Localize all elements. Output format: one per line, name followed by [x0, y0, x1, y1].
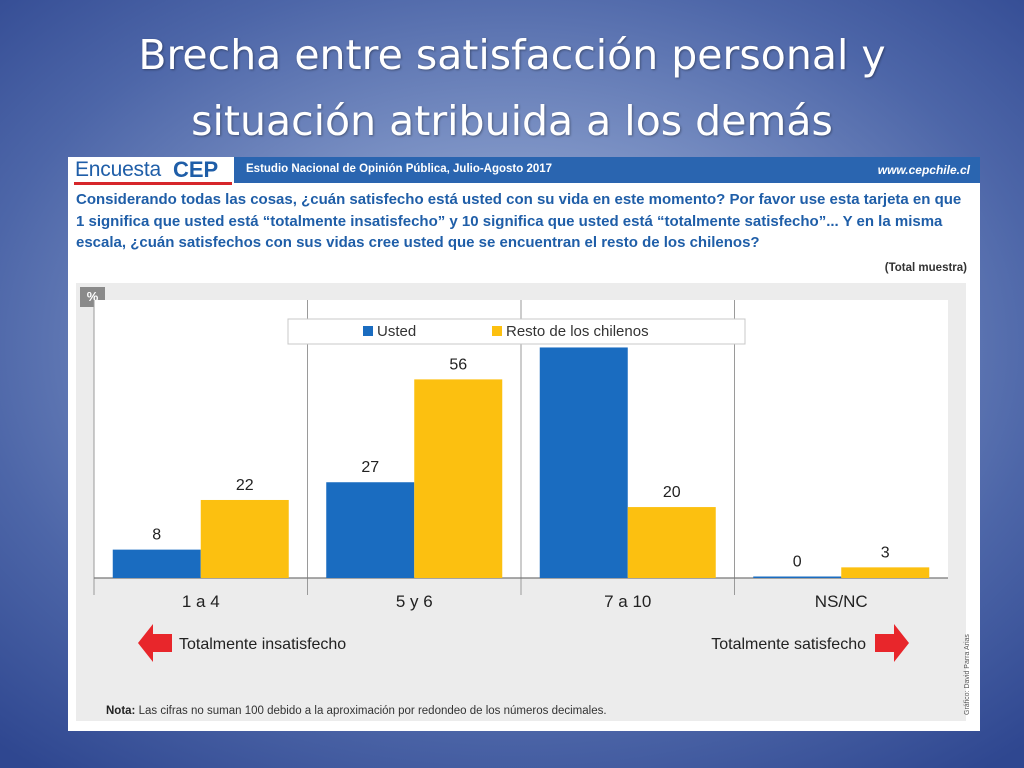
survey-question: Considerando todas las cosas, ¿cuán sati…: [76, 191, 962, 251]
scale-right-label: Totalmente satisfecho: [711, 636, 866, 653]
chart-credit: Gráfico: David Parra Arias: [964, 634, 971, 715]
data-label-usted-1: 27: [361, 459, 379, 476]
data-label-usted-0: 8: [152, 527, 161, 544]
legend-label-0: Usted: [377, 323, 416, 340]
encuesta-cep-logo: Encuesta CEP: [68, 157, 234, 185]
slide-title: Brecha entre satisfacción personal y sit…: [0, 22, 1024, 154]
bar-resto-2: [627, 507, 716, 578]
logo-underline: [74, 182, 232, 185]
bar-resto-1: [414, 379, 503, 578]
bar-resto-3: [841, 567, 930, 578]
data-label-resto-2: 20: [663, 484, 681, 501]
category-label-1: 5 y 6: [396, 592, 433, 611]
scale-left-label: Totalmente insatisfecho: [179, 636, 346, 653]
slide-title-line-2: situación atribuida a los demás: [191, 97, 833, 145]
chart-legend: Usted Resto de los chilenos: [287, 318, 746, 345]
bar-usted-1: [326, 482, 415, 578]
legend-swatch-1: [492, 326, 502, 336]
data-label-resto-3: 3: [881, 544, 890, 561]
footnote-prefix: Nota:: [106, 705, 136, 717]
data-label-resto-0: 22: [236, 477, 254, 494]
legend-swatch-0: [363, 326, 373, 336]
data-label-usted-3: 0: [793, 554, 802, 571]
footnote-text: Las cifras no suman 100 debido a la apro…: [138, 705, 607, 717]
category-label-3: NS/NC: [815, 592, 868, 611]
category-label-0: 1 a 4: [182, 592, 220, 611]
bar-usted-2: [539, 347, 628, 578]
slide-title-line-1: Brecha entre satisfacción personal y: [138, 31, 886, 79]
bar-usted-0: [112, 549, 201, 578]
chart-panel: Encuesta CEP Estudio Nacional de Opinión…: [68, 157, 980, 731]
category-label-2: 7 a 10: [604, 592, 651, 611]
study-label: Estudio Nacional de Opinión Pública, Jul…: [246, 163, 553, 175]
data-label-resto-1: 56: [449, 356, 467, 373]
arrow-left-icon: [138, 624, 172, 662]
sample-label: (Total muestra): [884, 262, 967, 274]
bar-usted-3: [753, 576, 842, 578]
legend-label-1: Resto de los chilenos: [506, 323, 649, 340]
logo-cep-text: CEP: [173, 157, 219, 182]
website-link[interactable]: www.cepchile.cl: [877, 163, 970, 177]
bar-resto-0: [200, 499, 289, 578]
footnote: Nota: Las cifras no suman 100 debido a l…: [106, 705, 607, 717]
logo-encuesta-text: Encuesta: [75, 158, 161, 181]
arrow-right-icon: [875, 624, 909, 662]
scale-arrows: Totalmente insatisfecho Totalmente satis…: [138, 624, 909, 662]
